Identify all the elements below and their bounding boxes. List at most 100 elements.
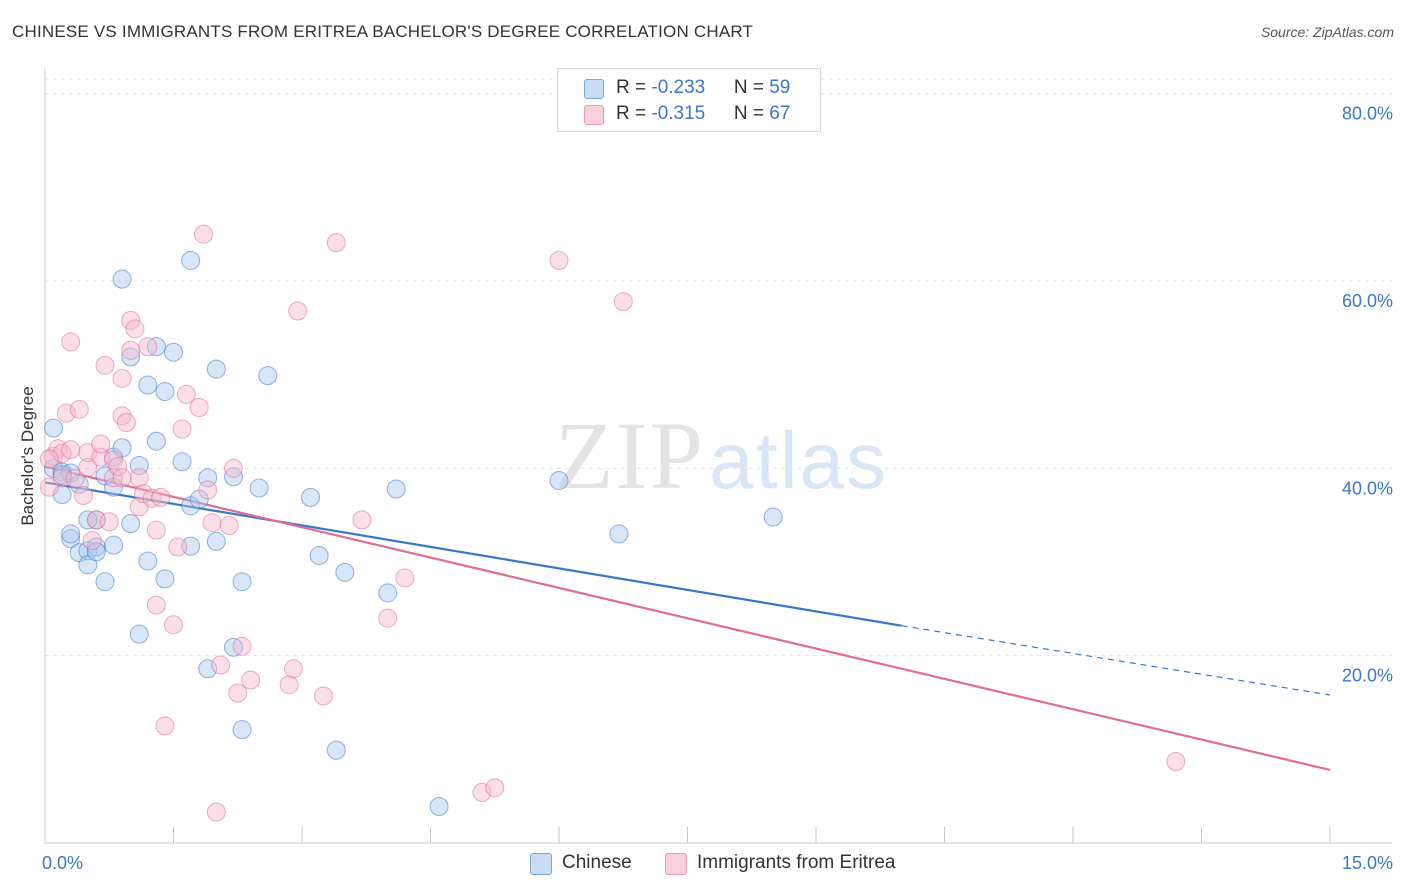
- eritrea-point: [613, 292, 633, 312]
- eritrea-point: [61, 440, 81, 460]
- eritrea-point: [39, 449, 59, 469]
- legend-swatch-eritrea: [584, 105, 604, 125]
- eritrea-point: [193, 224, 213, 244]
- legend-r-label: R =: [616, 103, 652, 124]
- eritrea-point: [232, 636, 252, 656]
- eritrea-point: [155, 716, 175, 736]
- eritrea-point: [82, 530, 102, 550]
- eritrea-point: [202, 513, 222, 533]
- eritrea-point: [56, 403, 76, 423]
- eritrea-point: [61, 332, 81, 352]
- eritrea-point: [485, 778, 505, 798]
- eritrea-point: [219, 515, 239, 535]
- chinese-point: [44, 418, 64, 438]
- chinese-point: [121, 347, 141, 367]
- chinese-point: [121, 514, 141, 534]
- data-points: [39, 224, 1186, 822]
- chinese-swatch: [530, 853, 552, 875]
- chinese-point: [61, 529, 81, 549]
- chinese-trend-line: [44, 481, 902, 627]
- legend-n-value: 59: [769, 77, 791, 98]
- chinese-point: [609, 524, 629, 544]
- y-axis-label: Bachelor's Degree: [18, 386, 37, 525]
- chinese-point: [138, 551, 158, 571]
- legend-swatch-chinese: [584, 79, 604, 99]
- chinese-point: [129, 624, 149, 644]
- eritrea-point: [108, 456, 128, 476]
- eritrea-point: [211, 655, 231, 675]
- eritrea-point: [326, 233, 346, 253]
- chinese-point: [223, 467, 243, 487]
- chinese-label: Chinese: [562, 852, 632, 873]
- grid-lines: [45, 78, 1392, 657]
- eritrea-point: [378, 608, 398, 628]
- chinese-point: [104, 535, 124, 555]
- chinese-point: [335, 562, 355, 582]
- chinese-point: [206, 531, 226, 551]
- eritrea-point: [146, 595, 166, 615]
- chinese-point: [232, 720, 252, 740]
- eritrea-point: [69, 399, 89, 419]
- eritrea-point: [189, 397, 209, 417]
- eritrea-trend-line: [44, 465, 1331, 772]
- x-tick-label-right: 15.0%: [1342, 853, 1393, 873]
- chart-title: CHINESE VS IMMIGRANTS FROM ERITREA BACHE…: [12, 22, 754, 41]
- y-tick-label: 20.0%: [1342, 666, 1393, 686]
- x-tick-label-left: 0.0%: [42, 853, 83, 873]
- eritrea-point: [112, 368, 132, 388]
- eritrea-point: [223, 458, 243, 478]
- eritrea-point: [198, 480, 218, 500]
- y-tick-label: 60.0%: [1342, 291, 1393, 311]
- chinese-point: [155, 569, 175, 589]
- eritrea-point: [228, 683, 248, 703]
- eritrea-point: [279, 675, 299, 695]
- legend-n-label: N =: [733, 77, 770, 98]
- watermark: ZIPatlas: [555, 400, 888, 511]
- eritrea-point: [176, 384, 196, 404]
- legend-r-value: -0.315: [651, 103, 706, 124]
- eritrea-point: [116, 412, 136, 432]
- chinese-point: [78, 555, 98, 575]
- eritrea-swatch: [665, 853, 687, 875]
- chinese-point: [309, 545, 329, 565]
- eritrea-point: [91, 434, 111, 454]
- chinese-point: [386, 479, 406, 499]
- eritrea-point: [146, 520, 166, 540]
- y-tick-label: 40.0%: [1342, 478, 1393, 498]
- chinese-point: [155, 382, 175, 402]
- source-label: Source: ZipAtlas.com: [1260, 24, 1394, 40]
- legend-r-value: -0.233: [651, 77, 706, 98]
- chinese-point: [206, 359, 226, 379]
- chinese-point: [258, 366, 278, 386]
- chinese-point: [61, 524, 81, 544]
- eritrea-point: [138, 337, 158, 357]
- trend-lines: [44, 465, 1331, 772]
- eritrea-point: [288, 301, 308, 321]
- eritrea-point: [112, 468, 132, 488]
- eritrea-point: [313, 686, 333, 706]
- watermark-atlas: atlas: [709, 416, 888, 505]
- eritrea-point: [472, 782, 492, 802]
- chinese-point: [249, 478, 269, 498]
- eritrea-point: [1166, 752, 1186, 772]
- chinese-point: [378, 583, 398, 603]
- chinese-point: [763, 507, 783, 527]
- eritrea-point: [549, 250, 569, 270]
- watermark-zip: ZIP: [555, 402, 705, 509]
- legend-n-value: 67: [769, 103, 791, 124]
- chinese-point: [164, 342, 183, 362]
- eritrea-point: [206, 802, 226, 822]
- eritrea-point: [164, 615, 183, 635]
- eritrea-point: [99, 512, 119, 532]
- chinese-point: [172, 452, 192, 472]
- chinese-point: [181, 250, 201, 270]
- eritrea-point: [172, 419, 192, 439]
- chinese-point: [146, 431, 166, 451]
- eritrea-point: [283, 659, 303, 679]
- eritrea-label: Immigrants from Eritrea: [697, 852, 896, 873]
- chinese-point: [138, 375, 158, 395]
- eritrea-point: [151, 487, 171, 507]
- eritrea-point: [65, 469, 85, 489]
- eritrea-point: [125, 319, 145, 339]
